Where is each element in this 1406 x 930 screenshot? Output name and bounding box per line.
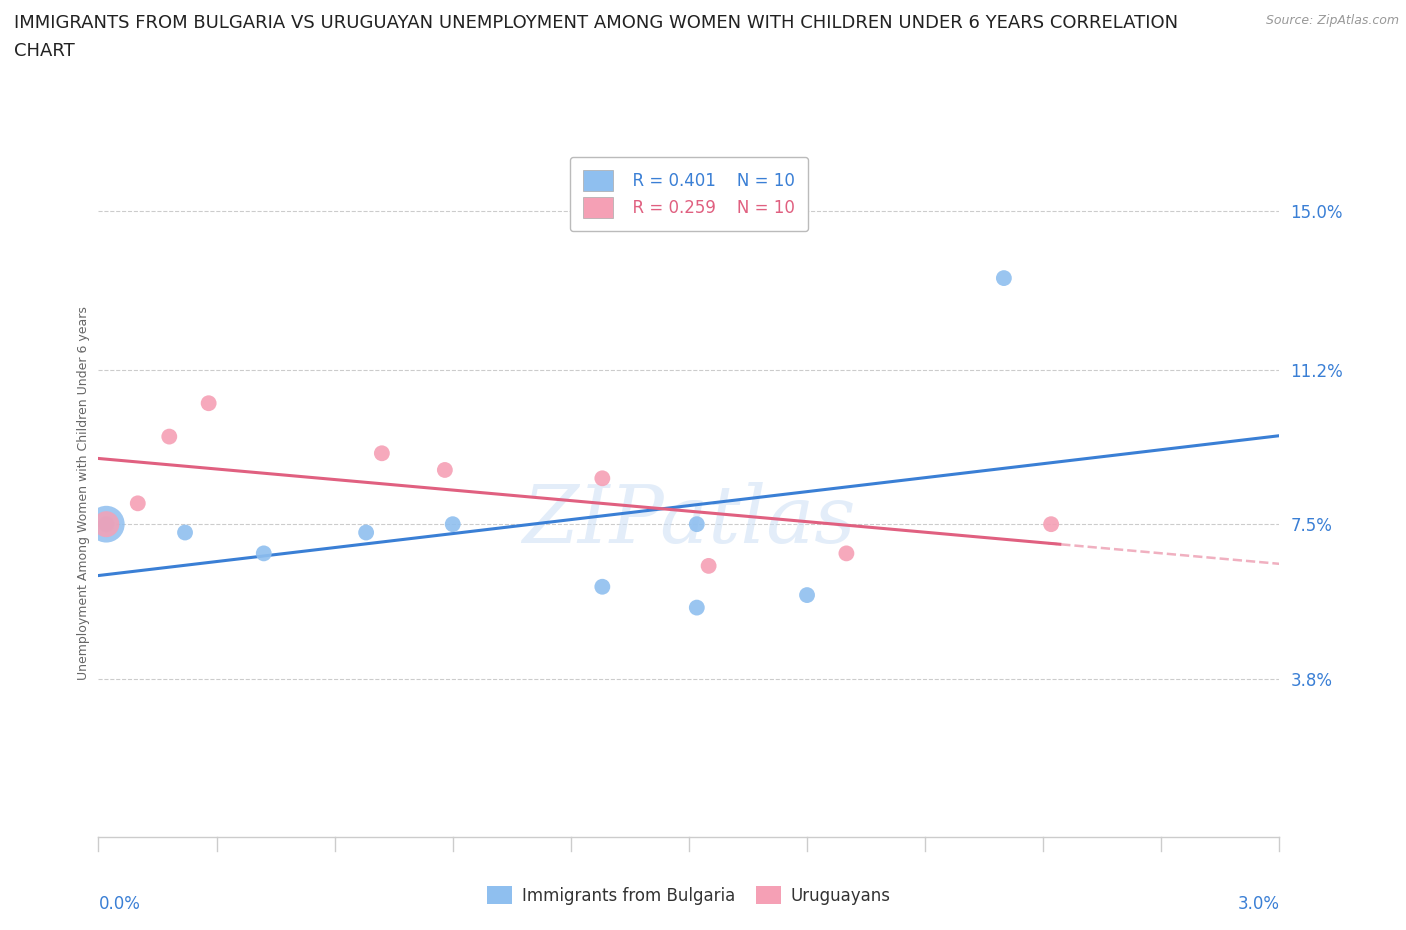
Point xyxy=(835,546,858,561)
Text: IMMIGRANTS FROM BULGARIA VS URUGUAYAN UNEMPLOYMENT AMONG WOMEN WITH CHILDREN UND: IMMIGRANTS FROM BULGARIA VS URUGUAYAN UN… xyxy=(14,14,1178,32)
Text: CHART: CHART xyxy=(14,42,75,60)
Point xyxy=(253,546,276,561)
Point xyxy=(197,396,219,411)
Text: ZIPatlas: ZIPatlas xyxy=(522,482,856,559)
Point xyxy=(96,517,118,532)
Point xyxy=(174,525,197,540)
Point xyxy=(591,471,613,485)
Point xyxy=(686,517,709,532)
Point xyxy=(697,558,720,573)
Point xyxy=(686,600,709,615)
Text: 3.0%: 3.0% xyxy=(1237,896,1279,913)
Point xyxy=(371,445,394,460)
Text: Source: ZipAtlas.com: Source: ZipAtlas.com xyxy=(1265,14,1399,27)
Point xyxy=(433,462,456,477)
Point xyxy=(354,525,377,540)
Point xyxy=(993,271,1015,286)
Point xyxy=(591,579,613,594)
Point xyxy=(127,496,149,511)
Point xyxy=(96,517,118,532)
Text: 0.0%: 0.0% xyxy=(98,896,141,913)
Y-axis label: Unemployment Among Women with Children Under 6 years: Unemployment Among Women with Children U… xyxy=(77,306,90,680)
Point xyxy=(441,517,464,532)
Point xyxy=(796,588,818,603)
Point xyxy=(1040,517,1063,532)
Point xyxy=(157,429,180,444)
Point xyxy=(96,517,118,532)
Point xyxy=(96,517,118,532)
Legend: Immigrants from Bulgaria, Uruguayans: Immigrants from Bulgaria, Uruguayans xyxy=(481,879,897,911)
